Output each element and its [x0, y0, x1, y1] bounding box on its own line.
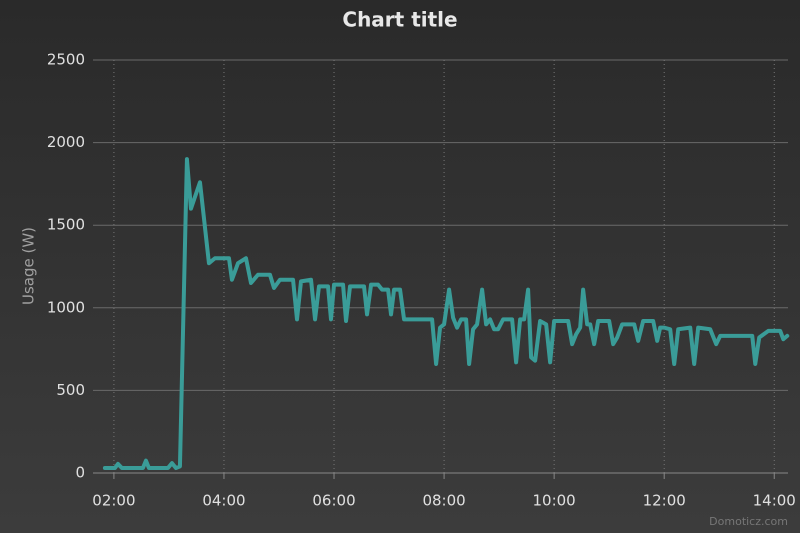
credit: Domoticz.com: [709, 515, 788, 528]
y-tick-label: 2500: [47, 51, 85, 69]
y-tick-label: 0: [75, 464, 85, 482]
y-tick-label: 2000: [47, 133, 85, 151]
x-tick-label: 06:00: [312, 492, 355, 510]
x-tick-label: 14:00: [753, 492, 796, 510]
y-axis-title: Usage (W): [20, 227, 38, 305]
x-tick-label: 04:00: [202, 492, 245, 510]
y-tick-label: 1500: [47, 216, 85, 234]
chart-title: Chart title: [342, 8, 457, 32]
x-tick-label: 12:00: [643, 492, 686, 510]
y-tick-label: 1000: [47, 298, 85, 316]
x-tick-label: 10:00: [533, 492, 576, 510]
x-tick-label: 02:00: [92, 492, 135, 510]
x-tick-label: 08:00: [422, 492, 465, 510]
y-tick-label: 500: [56, 381, 85, 399]
line: [102, 157, 790, 471]
